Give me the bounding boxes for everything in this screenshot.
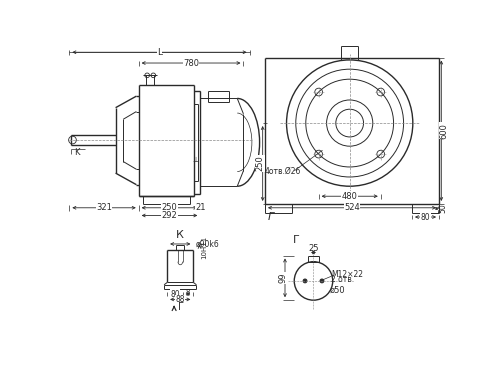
Text: 780: 780 [183,58,199,68]
Text: 321: 321 [96,203,112,212]
Text: ⊥: ⊥ [192,157,199,163]
Text: 250: 250 [256,156,265,171]
Text: 99: 99 [278,273,287,283]
Text: 88: 88 [176,295,185,304]
Text: 4отв.Ø26: 4отв.Ø26 [265,166,302,175]
Text: 21: 21 [195,203,205,212]
Text: 50: 50 [438,204,447,214]
Text: ø90k6: ø90k6 [196,240,219,248]
Circle shape [303,279,307,283]
Text: 600: 600 [439,123,448,139]
Circle shape [320,279,324,283]
Text: Г: Г [268,212,274,222]
Text: 250: 250 [162,203,178,212]
Text: Г: Г [293,235,300,245]
Text: 524: 524 [344,203,360,212]
Text: K: K [74,148,80,157]
Text: L: L [157,48,162,57]
Text: 480: 480 [342,192,358,201]
Text: К: К [177,230,184,240]
Text: 8: 8 [186,289,190,295]
Text: 2 отв.: 2 отв. [331,275,354,284]
Text: 10H11: 10H11 [201,236,207,259]
Text: 25: 25 [308,244,319,253]
Text: 80: 80 [421,212,431,222]
Text: 292: 292 [162,211,178,220]
Text: ø50: ø50 [330,286,345,295]
Text: Г: Г [178,302,184,312]
Text: 80: 80 [170,290,180,298]
Text: M12×22: M12×22 [331,270,363,279]
